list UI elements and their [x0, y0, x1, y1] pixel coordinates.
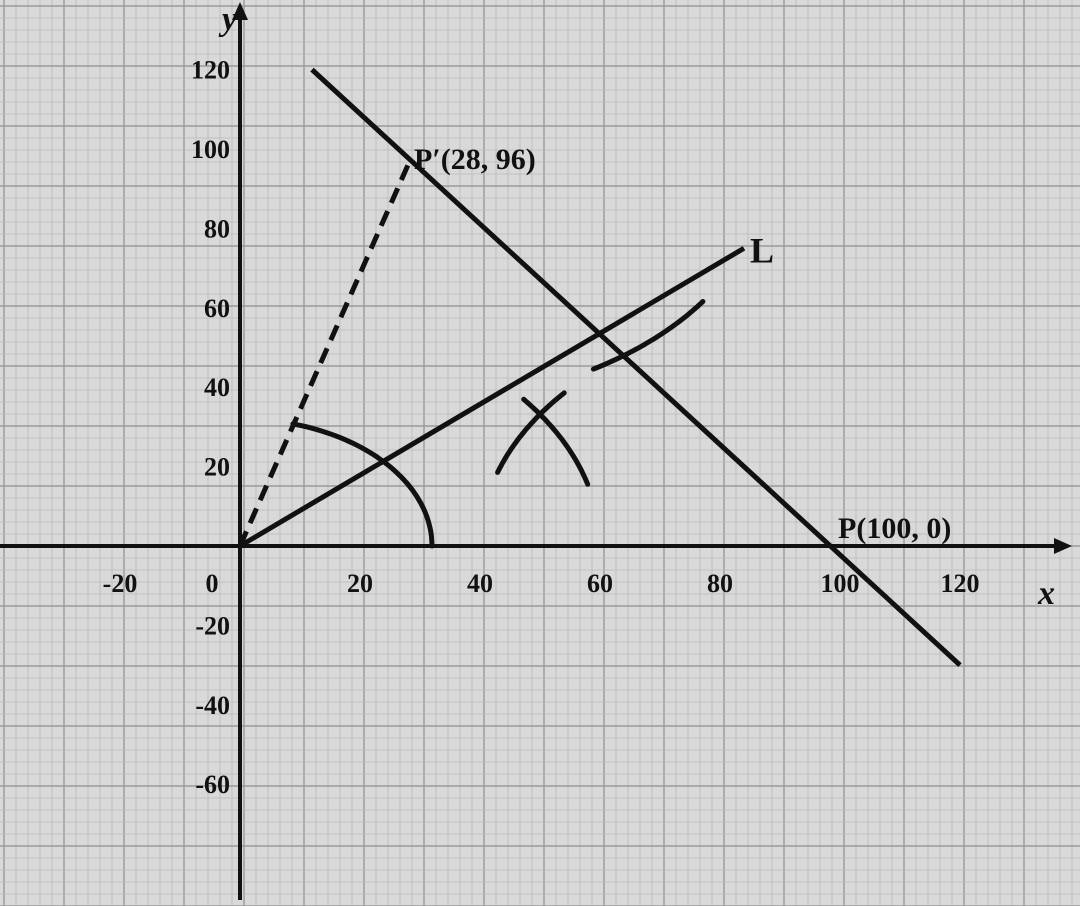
x-tick-label: 20 — [347, 569, 373, 598]
line-l — [238, 246, 746, 549]
y-tick-label: -60 — [195, 770, 230, 799]
construction-arcs — [290, 299, 706, 549]
perpendicular-line — [310, 67, 962, 667]
x-tick-label: -20 — [103, 569, 138, 598]
tick-labels: -20 0 20 40 60 80 100 120 120 100 80 60 40 20 -20 -40 -6… — [103, 56, 980, 800]
dashed-segment-o-to-p-prime — [237, 163, 411, 548]
x-tick-label: 100 — [821, 569, 860, 598]
x-tick-label: 120 — [941, 569, 980, 598]
line-l-label: L — [750, 230, 774, 270]
y-axis-arrowhead — [232, 2, 248, 20]
construction-arc — [495, 390, 567, 475]
x-tick-label: 60 — [587, 569, 613, 598]
construction-arc — [590, 299, 706, 372]
point-p-label: P(100, 0) — [838, 512, 951, 545]
point-p-prime-label: P′(28, 96) — [414, 143, 536, 176]
y-axis-name: y — [218, 1, 238, 38]
construction-arc — [521, 396, 591, 487]
y-tick-label: -20 — [195, 611, 230, 640]
x-axis-arrowhead — [1054, 538, 1072, 554]
y-tick-label: 100 — [191, 135, 230, 164]
y-tick-label: 60 — [204, 294, 230, 323]
construction-arc — [290, 421, 435, 549]
lines — [237, 67, 962, 667]
x-tick-label: 40 — [467, 569, 493, 598]
x-tick-label: 0 — [206, 569, 219, 598]
y-tick-label: 80 — [204, 214, 230, 243]
y-tick-label: -40 — [195, 691, 230, 720]
y-tick-label: 20 — [204, 453, 230, 482]
y-tick-label: 40 — [204, 373, 230, 402]
x-tick-label: 80 — [707, 569, 733, 598]
point-labels: P′(28, 96) P(100, 0) L — [414, 143, 951, 545]
y-tick-label: 120 — [191, 56, 230, 85]
x-axis-name: x — [1037, 575, 1055, 612]
